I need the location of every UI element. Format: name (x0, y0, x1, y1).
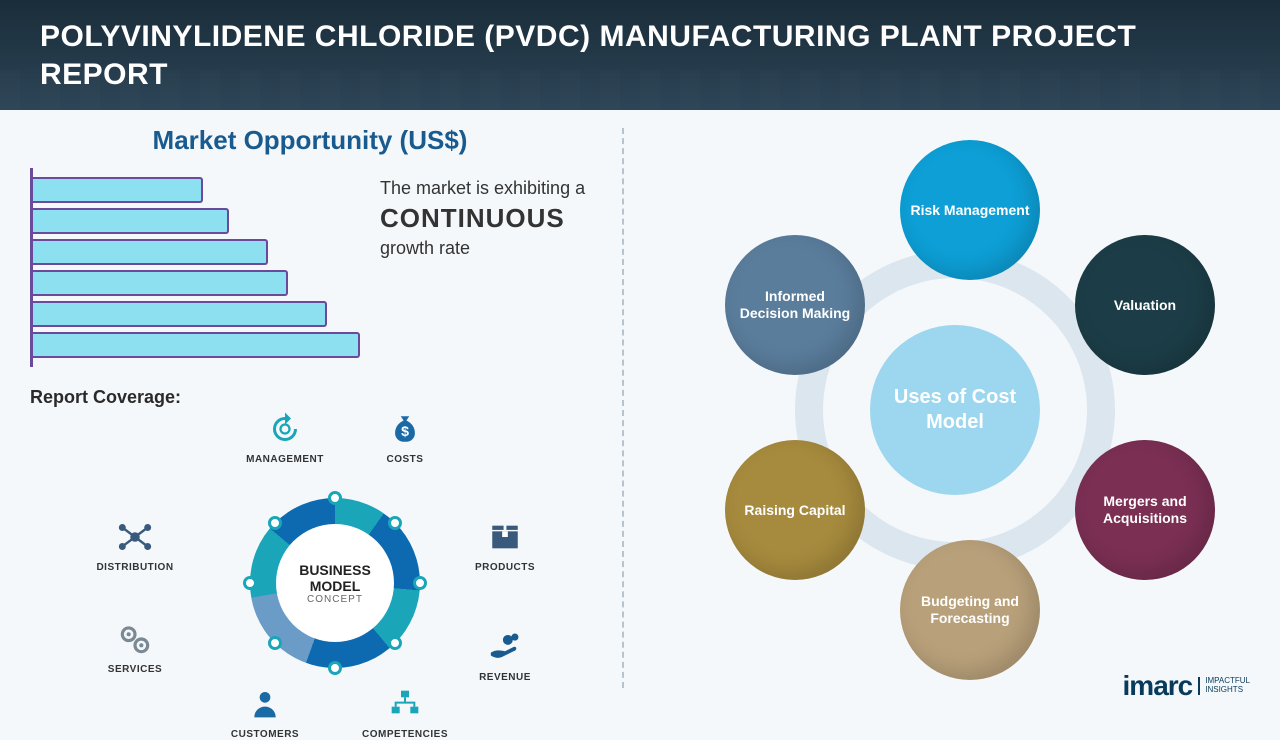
ring-dot (388, 516, 402, 530)
coverage-item: CUSTOMERS (210, 683, 320, 740)
ring-dot (328, 661, 342, 675)
wheel-node: Risk Management (900, 140, 1040, 280)
person-icon (244, 683, 286, 725)
ring-dot (413, 576, 427, 590)
market-opportunity-title: Market Opportunity (US$) (30, 125, 590, 156)
brand-tagline: IMPACTFUL INSIGHTS (1198, 677, 1250, 695)
coverage-item-label: CUSTOMERS (210, 729, 320, 740)
wheel-node: Mergers and Acquisitions (1075, 440, 1215, 580)
money-bag-icon: $ (384, 408, 426, 450)
wheel-center-label: Uses of Cost Model (870, 385, 1040, 435)
coverage-item-label: REVENUE (450, 672, 560, 683)
cost-model-wheel: Uses of Cost Model Risk ManagementValuat… (675, 130, 1235, 690)
bar (33, 332, 360, 358)
org-icon (384, 683, 426, 725)
right-panel: Uses of Cost Model Risk ManagementValuat… (620, 110, 1280, 720)
ring-dot (268, 636, 282, 650)
coverage-label: Report Coverage: (30, 387, 590, 408)
bar (33, 270, 288, 296)
bar (33, 208, 229, 234)
wheel-node: Budgeting and Forecasting (900, 540, 1040, 680)
ring-dot (388, 636, 402, 650)
bar-chart (30, 168, 360, 367)
chart-wrap: The market is exhibiting a CONTINUOUS gr… (30, 168, 590, 367)
growth-emphasis: CONTINUOUS (380, 203, 590, 234)
wheel-node: Raising Capital (725, 440, 865, 580)
ring-dot (268, 516, 282, 530)
growth-line2: growth rate (380, 238, 590, 259)
bar (33, 301, 327, 327)
ring-dot (328, 491, 342, 505)
wheel-node: Informed Decision Making (725, 235, 865, 375)
coverage-item: SERVICES (80, 618, 190, 675)
coverage-item: DISTRIBUTION (80, 516, 190, 573)
network-icon (114, 516, 156, 558)
wheel-node: Valuation (1075, 235, 1215, 375)
bar (33, 239, 268, 265)
growth-line1: The market is exhibiting a (380, 178, 590, 199)
coverage-item-label: PRODUCTS (450, 562, 560, 573)
coverage-item-label: SERVICES (80, 664, 190, 675)
coverage-item: REVENUE (450, 626, 560, 683)
content-area: Market Opportunity (US$) The market is e… (0, 110, 1280, 720)
ring-dot (243, 576, 257, 590)
coverage-diagram: BUSINESS MODEL CONCEPT MANAGEMENT $ COSTS D… (30, 408, 590, 718)
box-icon (484, 516, 526, 558)
brand-name: imarc (1123, 670, 1193, 702)
hand-coin-icon (484, 626, 526, 668)
header-banner: POLYVINYLIDENE CHLORIDE (PVDC) MANUFACTU… (0, 0, 1280, 110)
coverage-item-label: COSTS (350, 454, 460, 465)
coverage-item: COMPETENCIES (350, 683, 460, 740)
cycle-icon (264, 408, 306, 450)
coverage-item: PRODUCTS (450, 516, 560, 573)
page-title: POLYVINYLIDENE CHLORIDE (PVDC) MANUFACTU… (40, 18, 1240, 93)
coverage-item-label: MANAGEMENT (230, 454, 340, 465)
svg-text:$: $ (401, 424, 409, 440)
coverage-item: MANAGEMENT (230, 408, 340, 465)
gears-icon (114, 618, 156, 660)
left-panel: Market Opportunity (US$) The market is e… (0, 110, 620, 720)
wheel-center: Uses of Cost Model (870, 325, 1040, 495)
coverage-item-label: COMPETENCIES (350, 729, 460, 740)
coverage-item-label: DISTRIBUTION (80, 562, 190, 573)
growth-text-block: The market is exhibiting a CONTINUOUS gr… (380, 168, 590, 367)
bar (33, 177, 203, 203)
brand-logo: imarc IMPACTFUL INSIGHTS (1123, 670, 1250, 702)
coverage-item: $ COSTS (350, 408, 460, 465)
business-model-text: BUSINESS MODEL CONCEPT (299, 562, 371, 605)
